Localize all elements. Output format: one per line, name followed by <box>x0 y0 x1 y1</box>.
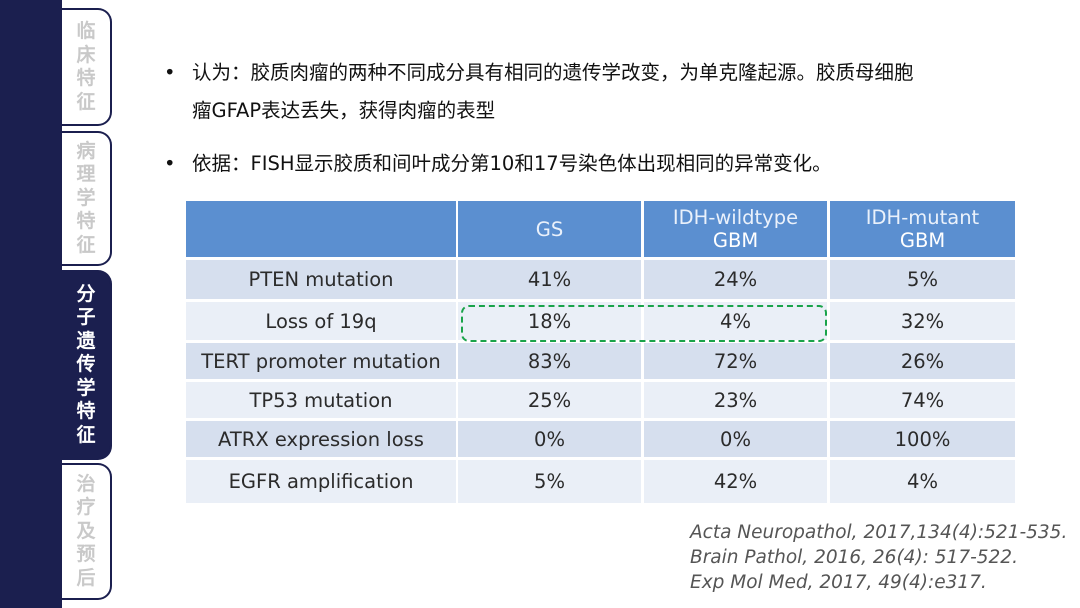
table-cell: 4% <box>644 302 827 340</box>
header-line1: GS <box>535 217 564 241</box>
tab-char: 特 <box>76 210 96 233</box>
table-row-label: EGFR amplification <box>186 460 456 503</box>
bullet-evidence-line1: 依据：FISH显示胶质和间叶成分第10和17号染色体出现相同的异常变化。 <box>192 152 832 175</box>
table-cell: 0% <box>644 421 827 457</box>
bullet-marker: • <box>164 152 176 175</box>
tab-char: 征 <box>76 423 96 446</box>
table-cell: 74% <box>830 382 1015 418</box>
table-cell: 83% <box>458 343 641 379</box>
tab-char: 遗 <box>76 329 96 352</box>
table-cell: 72% <box>644 343 827 379</box>
tab-char: 后 <box>76 566 96 589</box>
table-cell: 42% <box>644 460 827 503</box>
tab-char: 学 <box>76 376 96 399</box>
tab-char: 传 <box>76 353 96 376</box>
table-cell: 41% <box>458 260 641 299</box>
table-row-label: TERT promoter mutation <box>186 343 456 379</box>
table-header-cell: GS <box>458 201 641 257</box>
tab-char: 特 <box>76 400 96 423</box>
tab-char: 病 <box>76 139 96 162</box>
table-cell: 26% <box>830 343 1015 379</box>
highlight-dashed-box <box>461 305 827 342</box>
tab-char: 临 <box>76 20 96 42</box>
tab-char: 床 <box>76 43 96 66</box>
bullet-opinion-line1: 认为：胶质肉瘤的两种不同成分具有相同的遗传学改变，为单克隆起源。胶质母细胞 <box>192 61 914 84</box>
reference-2: Brain Pathol, 2016, 26(4): 517-522. <box>690 547 1018 568</box>
tab-clinical-features[interactable]: 临 床 特 征 <box>62 8 112 126</box>
table-cell: 25% <box>458 382 641 418</box>
bullet-opinion-line2: 瘤GFAP表达丢失，获得肉瘤的表型 <box>192 99 496 122</box>
table-header-cell <box>186 201 456 257</box>
tab-char: 特 <box>76 67 96 89</box>
reference-1: Acta Neuropathol, 2017,134(4):521-535. <box>690 522 1068 543</box>
tab-char: 及 <box>76 519 96 542</box>
table-cell: 100% <box>830 421 1015 457</box>
tab-char: 治 <box>76 472 96 495</box>
tab-char: 学 <box>76 186 96 209</box>
reference-3: Exp Mol Med, 2017, 49(4):e317. <box>690 572 987 593</box>
table-header-cell: IDH-wildtype GBM <box>644 201 827 257</box>
table-row-label: ATRX expression loss <box>186 421 456 457</box>
header-line2: GBM <box>899 229 946 252</box>
table-cell: 24% <box>644 260 827 299</box>
tab-molecular-genetics[interactable]: 分 子 遗 传 学 特 征 <box>62 270 112 460</box>
tab-treatment-prognosis[interactable]: 治 疗 及 预 后 <box>62 463 112 600</box>
sidebar <box>0 0 62 608</box>
tab-char: 子 <box>76 306 96 329</box>
tab-char: 分 <box>76 282 96 305</box>
tab-char: 理 <box>76 163 96 186</box>
table-cell: 5% <box>458 460 641 503</box>
tab-pathology-features[interactable]: 病 理 学 特 征 <box>62 131 112 266</box>
table-row-label: TP53 mutation <box>186 382 456 418</box>
table-cell: 4% <box>830 460 1015 503</box>
tab-char: 疗 <box>76 496 96 519</box>
table-row-label: PTEN mutation <box>186 260 456 299</box>
table-row-label: Loss of 19q <box>186 302 456 340</box>
header-line2: GBM <box>712 229 759 252</box>
table-cell: 0% <box>458 421 641 457</box>
tab-char: 预 <box>76 543 96 566</box>
header-line1: IDH-wildtype <box>672 206 799 229</box>
table-cell: 18% <box>458 302 641 340</box>
table-cell: 5% <box>830 260 1015 299</box>
bullet-marker: • <box>164 61 176 84</box>
table-cell: 23% <box>644 382 827 418</box>
table-cell: 32% <box>830 302 1015 340</box>
header-line1: IDH-mutant <box>865 206 980 229</box>
tab-char: 征 <box>76 90 96 113</box>
table-header-cell: IDH-mutant GBM <box>830 201 1015 257</box>
tab-char: 征 <box>76 233 96 256</box>
